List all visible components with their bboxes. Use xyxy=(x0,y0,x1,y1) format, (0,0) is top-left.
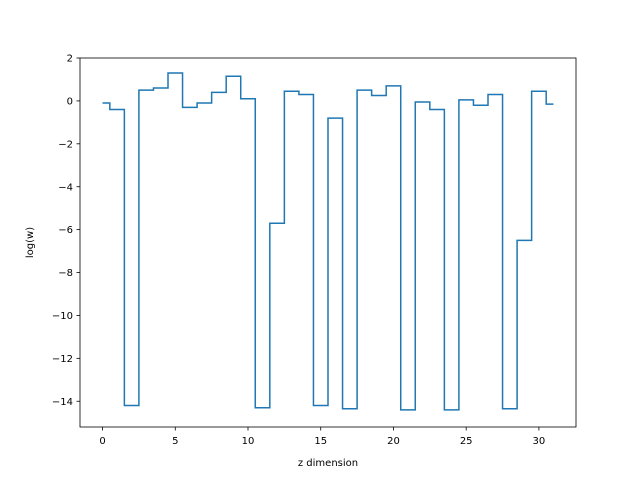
y-tick-label: −10 xyxy=(52,311,73,322)
y-tick-label: 0 xyxy=(67,97,73,108)
y-axis-ticks: 2 0 −2 −4 −6 −8 −10 −12 −14 xyxy=(52,54,80,408)
y-tick-label: −4 xyxy=(58,182,73,193)
series-layer xyxy=(102,72,554,411)
y-tick-label: −8 xyxy=(58,268,73,279)
x-tick-label: 5 xyxy=(172,436,178,447)
x-tick-label: 15 xyxy=(314,436,327,447)
x-tick-label: 0 xyxy=(99,436,105,447)
x-tick-label: 10 xyxy=(242,436,255,447)
x-tick-label: 20 xyxy=(387,436,400,447)
x-axis-label: z dimension xyxy=(298,458,358,469)
y-tick-label: −6 xyxy=(58,225,73,236)
y-tick-label: −14 xyxy=(52,397,73,408)
axes-frame xyxy=(79,57,577,428)
y-axis-label: log(w) xyxy=(25,227,36,258)
y-tick-label: 2 xyxy=(67,54,73,65)
series-line-0 xyxy=(102,72,554,411)
y-tick-label: −2 xyxy=(58,139,73,150)
x-tick-label: 25 xyxy=(460,436,473,447)
x-tick-label: 30 xyxy=(533,436,546,447)
y-tick-label: −12 xyxy=(52,354,73,365)
x-axis-ticks: 0 5 10 15 20 25 30 xyxy=(99,427,545,447)
